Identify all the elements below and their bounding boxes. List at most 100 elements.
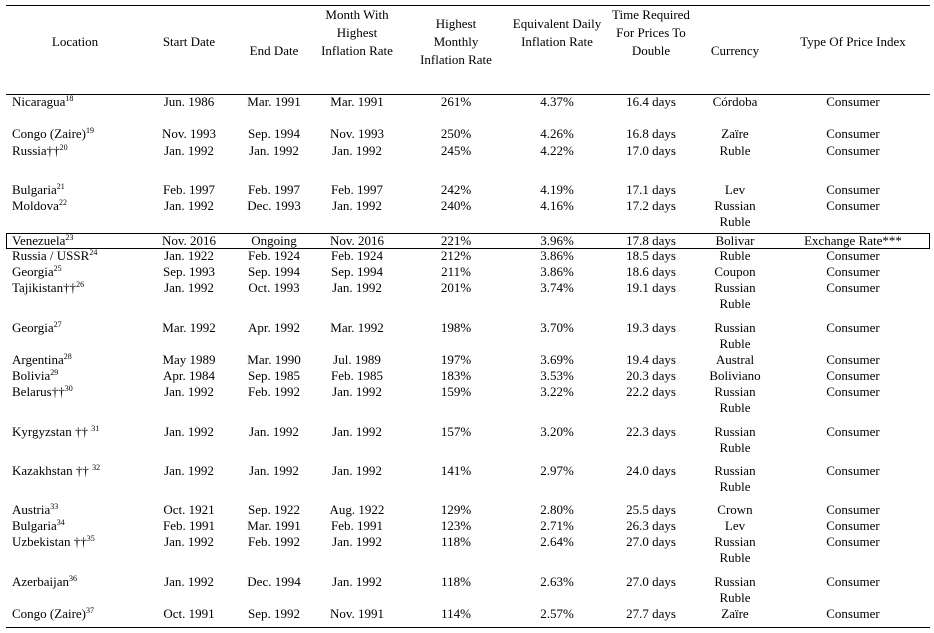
end-cell: Feb. 1997 xyxy=(248,182,300,197)
monthly-cell: 118% xyxy=(441,534,471,549)
end-cell: Jan. 1992 xyxy=(249,143,299,158)
month-cell: Jan. 1992 xyxy=(332,143,382,158)
daily-cell: 2.80% xyxy=(540,502,574,517)
double-cell: 27.0 days xyxy=(626,574,676,589)
index-cell: Consumer xyxy=(826,463,880,478)
month-cell: Mar. 1991 xyxy=(330,94,384,109)
currency-cell: Ruble xyxy=(719,143,751,158)
location-name: Moldova xyxy=(12,198,59,213)
monthly-cell: 183% xyxy=(440,368,472,383)
footnote-ref: 20 xyxy=(59,143,68,152)
double-cell: 26.3 days xyxy=(626,518,676,533)
start-cell: Sep. 1993 xyxy=(163,264,215,279)
end-cell: Jan. 1992 xyxy=(249,463,299,478)
footnote-ref: 35 xyxy=(86,534,95,543)
index-cell: Consumer xyxy=(826,384,880,399)
footnote-ref: 30 xyxy=(64,384,73,393)
currency-cell: Austral xyxy=(715,352,755,367)
currency-cell: Boliviano xyxy=(709,368,761,383)
month-cell: Jan. 1992 xyxy=(332,198,382,213)
index-cell: Consumer xyxy=(826,182,880,197)
index-cell: Consumer xyxy=(826,368,880,383)
double-cell: 16.4 days xyxy=(626,94,676,109)
monthly-cell: 129% xyxy=(440,502,472,517)
currency-cell: Córdoba xyxy=(712,94,758,109)
currency-cell: Crown xyxy=(717,502,753,517)
month-cell: Jan. 1992 xyxy=(332,574,382,589)
location-cell: Kazakhstan †† 32 xyxy=(12,463,100,479)
location-cell: Georgia27 xyxy=(12,320,62,336)
end-cell: Sep. 1922 xyxy=(248,502,300,517)
index-cell: Consumer xyxy=(826,534,880,549)
footnote-ref: 32 xyxy=(92,463,101,472)
end-cell: Mar. 1990 xyxy=(247,352,301,367)
footnote-ref: 33 xyxy=(50,502,59,511)
start-cell: Feb. 1991 xyxy=(163,518,215,533)
currency-cell: Russian Ruble xyxy=(714,424,756,455)
currency-cell: Lev xyxy=(724,182,746,197)
end-cell: Sep. 1985 xyxy=(248,368,300,383)
currency-cell: Russian Ruble xyxy=(714,463,756,494)
month-cell: Nov. 1993 xyxy=(329,126,385,141)
start-cell: Mar. 1992 xyxy=(162,320,216,335)
start-cell: Jan. 1992 xyxy=(164,574,214,589)
month-cell: Jan. 1992 xyxy=(332,534,382,549)
daily-cell: 4.26% xyxy=(540,126,574,141)
month-cell: Jan. 1992 xyxy=(332,463,382,478)
start-cell: Nov. 1993 xyxy=(161,126,217,141)
index-cell: Consumer xyxy=(826,352,880,367)
location-cell: Tajikistan††26 xyxy=(12,280,84,296)
end-cell: Dec. 1993 xyxy=(247,198,301,213)
column-header: Location xyxy=(51,34,99,49)
location-name: Austria xyxy=(12,502,51,517)
location-cell: Belarus††30 xyxy=(12,384,73,400)
location-name: Georgia xyxy=(12,320,54,335)
location-cell: Congo (Zaire)37 xyxy=(12,606,94,622)
end-cell: Feb. 1992 xyxy=(248,534,300,549)
daily-cell: 4.37% xyxy=(540,94,574,109)
monthly-cell: 118% xyxy=(441,574,471,589)
footnote-ref: 23 xyxy=(65,233,74,242)
daily-cell: 4.19% xyxy=(540,182,574,197)
index-cell: Consumer xyxy=(826,320,880,335)
daily-cell: 3.86% xyxy=(540,264,574,279)
daily-cell: 3.96% xyxy=(540,233,574,248)
double-cell: 18.5 days xyxy=(626,248,676,263)
daily-cell: 2.63% xyxy=(540,574,574,589)
location-name: Bulgaria xyxy=(12,518,57,533)
month-cell: Feb. 1924 xyxy=(331,248,383,263)
monthly-cell: 157% xyxy=(440,424,472,439)
month-cell: Aug. 1922 xyxy=(329,502,385,517)
footnote-ref: 21 xyxy=(56,182,65,191)
end-cell: Sep. 1994 xyxy=(248,126,300,141)
index-cell: Consumer xyxy=(826,198,880,213)
double-cell: 27.0 days xyxy=(626,534,676,549)
index-cell: Exchange Rate*** xyxy=(804,233,902,248)
end-cell: Feb. 1992 xyxy=(248,384,300,399)
start-cell: Jan. 1992 xyxy=(164,198,214,213)
start-cell: Jan. 1992 xyxy=(164,424,214,439)
double-cell: 19.3 days xyxy=(626,320,676,335)
month-cell: Jan. 1992 xyxy=(332,424,382,439)
daily-cell: 4.22% xyxy=(540,143,574,158)
monthly-cell: 212% xyxy=(440,248,472,263)
start-cell: Oct. 1921 xyxy=(163,502,215,517)
start-cell: Apr. 1984 xyxy=(163,368,215,383)
location-name: Nicaragua xyxy=(12,94,66,109)
currency-cell: Russian Ruble xyxy=(714,320,756,351)
index-cell: Consumer xyxy=(826,248,880,263)
double-cell: 17.2 days xyxy=(626,198,676,213)
daily-cell: 2.57% xyxy=(540,606,574,621)
index-cell: Consumer xyxy=(826,94,880,109)
location-name: Georgia xyxy=(12,264,54,279)
column-header: Equivalent Daily Inflation Rate xyxy=(512,16,602,49)
end-cell: Mar. 1991 xyxy=(247,94,301,109)
daily-cell: 3.70% xyxy=(540,320,574,335)
monthly-cell: 123% xyxy=(440,518,472,533)
location-name: Bolivia xyxy=(12,368,51,383)
currency-cell: Coupon xyxy=(714,264,756,279)
daily-cell: 2.71% xyxy=(540,518,574,533)
currency-cell: Russian Ruble xyxy=(714,534,756,565)
month-cell: Feb. 1985 xyxy=(331,368,383,383)
currency-cell: Russian Ruble xyxy=(714,384,756,415)
